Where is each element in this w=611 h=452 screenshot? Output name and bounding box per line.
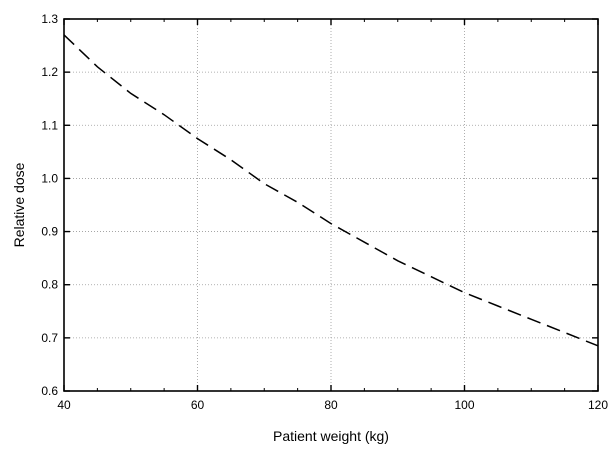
series-layer <box>63 34 599 347</box>
y-tick-label: 0.6 <box>41 384 58 398</box>
ticks <box>63 18 599 392</box>
x-tick-label: 100 <box>454 398 474 412</box>
y-tick-label: 1.0 <box>41 171 58 185</box>
x-axis-label: Patient weight (kg) <box>273 428 389 444</box>
series-line <box>63 34 599 347</box>
gridlines <box>64 19 598 391</box>
x-tick-label: 120 <box>588 398 608 412</box>
x-tick-label: 60 <box>191 398 205 412</box>
y-axis-label: Relative dose <box>11 162 27 247</box>
tick-labels: 40 60 80 100 120 0.6 0.7 0.8 0.9 1.0 1.1 1.2 1.3 <box>41 12 608 412</box>
x-tick-label: 80 <box>324 398 338 412</box>
y-tick-label: 1.3 <box>41 12 58 26</box>
x-tick-label: 40 <box>57 398 71 412</box>
y-tick-label: 0.8 <box>41 278 58 292</box>
y-tick-label: 0.9 <box>41 225 58 239</box>
y-tick-label: 1.1 <box>41 118 58 132</box>
y-tick-label: 0.7 <box>41 331 58 345</box>
y-tick-label: 1.2 <box>41 65 58 79</box>
